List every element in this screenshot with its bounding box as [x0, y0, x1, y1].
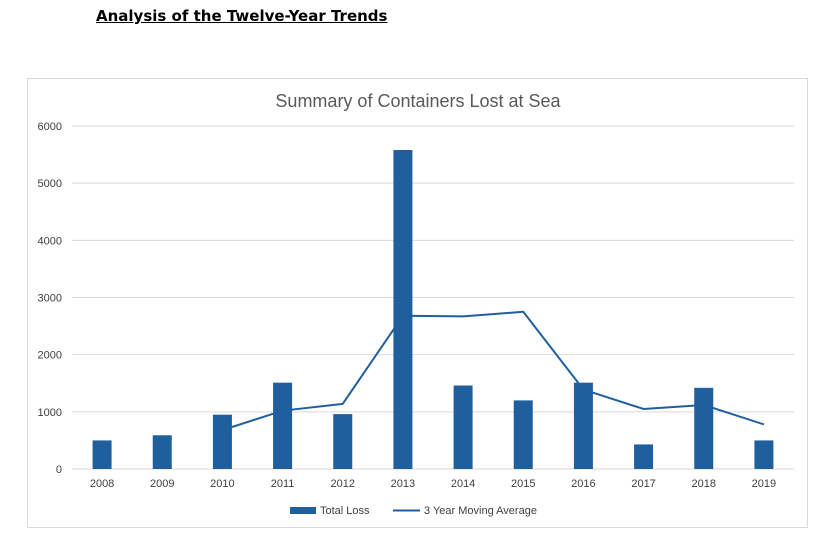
bar-2010 — [212, 414, 232, 469]
x-tick-label: 2013 — [391, 478, 415, 490]
page-heading: Analysis of the Twelve-Year Trends — [96, 7, 388, 25]
y-tick-label: 5000 — [38, 178, 62, 190]
x-tick-label: 2015 — [511, 478, 535, 490]
bar-2018 — [694, 387, 714, 469]
bar-2009 — [152, 435, 172, 469]
x-axis-tick-labels: 2008 2009 2010 2011 2012 2013 2014 2015 2016 2017… — [90, 478, 776, 490]
line-series — [222, 310, 765, 432]
x-tick-label: 2016 — [571, 478, 595, 490]
bar-2015 — [513, 400, 533, 469]
bar-2017 — [634, 444, 654, 469]
legend: Total Loss 3 Year Moving Average — [290, 505, 537, 517]
bar-2019 — [754, 440, 774, 469]
x-tick-label: 2012 — [331, 478, 355, 490]
bar-2011 — [273, 382, 293, 469]
bar-2014 — [453, 385, 473, 469]
x-tick-label: 2008 — [90, 478, 114, 490]
x-tick-label: 2009 — [150, 478, 174, 490]
chart-frame — [27, 78, 808, 528]
x-tick-label: 2014 — [451, 478, 475, 490]
y-tick-label: 0 — [56, 464, 62, 476]
y-axis-tick-labels: 0 1000 2000 3000 4000 5000 6000 — [38, 121, 62, 476]
bar-2012 — [333, 414, 353, 469]
legend-swatch-total-loss — [290, 507, 316, 514]
x-tick-label: 2017 — [631, 478, 655, 490]
chart-title: Summary of Containers Lost at Sea — [275, 91, 561, 111]
gridlines — [72, 125, 794, 413]
legend-label-total-loss: Total Loss — [320, 505, 370, 517]
bar-series — [92, 150, 774, 469]
bar-2016 — [573, 382, 593, 469]
bar-2013 — [393, 150, 413, 469]
x-tick-label: 2011 — [271, 478, 295, 490]
legend-label-moving-average: 3 Year Moving Average — [424, 505, 537, 517]
x-tick-label: 2019 — [752, 478, 776, 490]
y-tick-label: 1000 — [38, 407, 62, 419]
x-tick-label: 2010 — [210, 478, 234, 490]
x-tick-label: 2018 — [692, 478, 716, 490]
y-tick-label: 2000 — [38, 350, 62, 362]
y-tick-label: 4000 — [38, 235, 62, 247]
bar-2008 — [92, 440, 112, 469]
y-tick-label: 6000 — [38, 121, 62, 133]
y-tick-label: 3000 — [38, 293, 62, 305]
moving-average-line — [222, 310, 765, 432]
